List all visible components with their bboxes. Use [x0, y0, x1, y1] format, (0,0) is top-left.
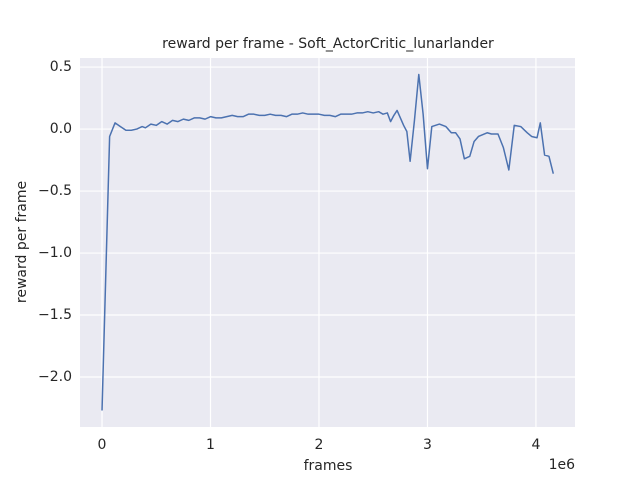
y-tick-label: 0.0	[50, 121, 72, 137]
x-tick-label: 0	[98, 437, 107, 453]
y-tick-label: −2.0	[38, 369, 72, 385]
y-tick-label: 0.5	[50, 59, 72, 75]
chart-title: reward per frame - Soft_ActorCritic_luna…	[162, 36, 494, 52]
x-axis-label: frames	[304, 458, 353, 474]
x-tick-label: 4	[531, 437, 540, 453]
y-tick-label: −1.0	[38, 245, 72, 261]
plot-area	[80, 58, 575, 427]
y-axis-label: reward per frame	[14, 181, 30, 303]
x-tick-label: 3	[423, 437, 432, 453]
data-line	[101, 73, 555, 411]
y-tick-label: −0.5	[38, 183, 72, 199]
y-tick-label: −1.5	[38, 307, 72, 323]
x-tick-label: 1	[206, 437, 215, 453]
x-tick-label: 2	[315, 437, 324, 453]
x-offset-label: 1e6	[549, 457, 576, 473]
